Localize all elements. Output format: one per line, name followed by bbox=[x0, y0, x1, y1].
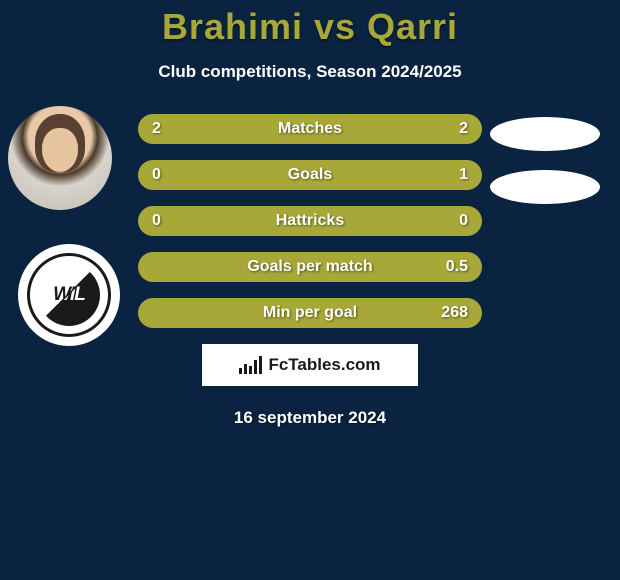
page-title: Brahimi vs Qarri bbox=[0, 0, 620, 48]
stat-row-hattricks: 0 Hattricks 0 bbox=[138, 206, 482, 236]
stat-label: Matches bbox=[182, 120, 438, 138]
stat-right-value: 0 bbox=[438, 212, 468, 230]
stat-label: Goals per match bbox=[182, 258, 438, 276]
stat-label: Goals bbox=[182, 166, 438, 184]
club-badge-text: WIL bbox=[53, 284, 85, 306]
stat-right-value: 268 bbox=[438, 304, 468, 322]
stat-left-value: 2 bbox=[152, 120, 182, 138]
branding-box: FcTables.com bbox=[202, 344, 418, 386]
branding-text: FcTables.com bbox=[268, 355, 380, 375]
stat-rows: 2 Matches 2 0 Goals 1 0 Hattricks 0 Goal… bbox=[138, 114, 482, 328]
player-left-avatar bbox=[8, 106, 112, 210]
stat-label: Min per goal bbox=[182, 304, 438, 322]
stat-left-value: 0 bbox=[152, 212, 182, 230]
stat-row-mpg: Min per goal 268 bbox=[138, 298, 482, 328]
page-subtitle: Club competitions, Season 2024/2025 bbox=[0, 62, 620, 82]
stat-row-gpm: Goals per match 0.5 bbox=[138, 252, 482, 282]
stat-right-value: 2 bbox=[438, 120, 468, 138]
stat-left-value: 0 bbox=[152, 166, 182, 184]
comparison-area: WIL 2 Matches 2 0 Goals 1 0 Hattricks 0 … bbox=[0, 114, 620, 428]
stat-right-value: 1 bbox=[438, 166, 468, 184]
stat-right-value: 0.5 bbox=[438, 258, 468, 276]
stat-row-goals: 0 Goals 1 bbox=[138, 160, 482, 190]
logo-chart-icon bbox=[239, 356, 262, 374]
stat-row-matches: 2 Matches 2 bbox=[138, 114, 482, 144]
club-badge: WIL bbox=[18, 244, 120, 346]
stat-label: Hattricks bbox=[182, 212, 438, 230]
date-label: 16 september 2024 bbox=[0, 408, 620, 428]
player-right-avatar-2 bbox=[490, 170, 600, 204]
player-right-avatar-1 bbox=[490, 117, 600, 151]
club-badge-inner: WIL bbox=[27, 253, 111, 337]
